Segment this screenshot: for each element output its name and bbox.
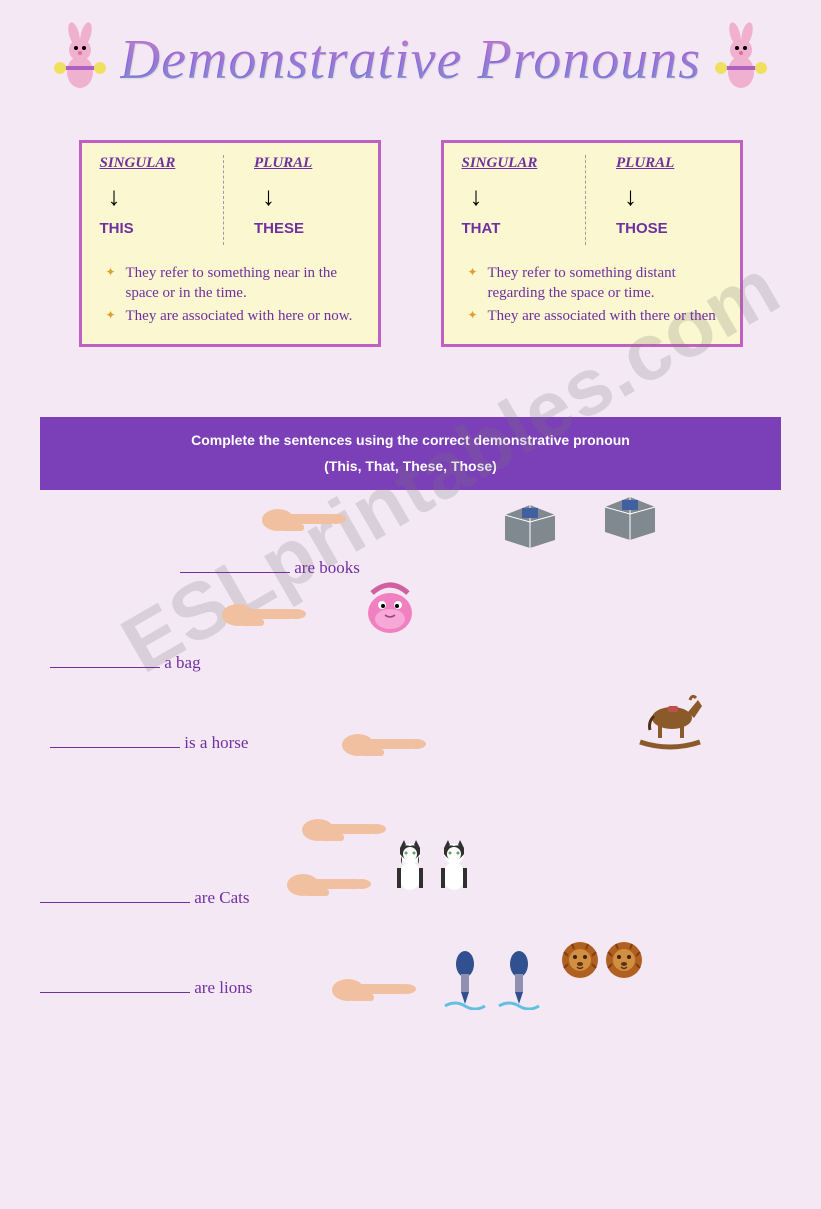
backpack-icon bbox=[360, 575, 420, 635]
pen-icon bbox=[494, 950, 544, 1010]
pointing-hand-icon bbox=[340, 725, 430, 761]
rocking-horse-icon bbox=[630, 690, 710, 750]
instruction-line1: Complete the sentences using the correct… bbox=[191, 432, 630, 448]
cat-icon bbox=[390, 840, 430, 890]
page-title: Demonstrative Pronouns bbox=[120, 28, 701, 92]
bullet: They refer to something distant regardin… bbox=[468, 263, 722, 304]
bunny-right-icon bbox=[711, 20, 771, 100]
arrow-down-icon: ↓ bbox=[262, 182, 360, 212]
box2-col1-word: THAT bbox=[462, 220, 568, 237]
lion-icon bbox=[560, 940, 600, 980]
exercise-row: a bag bbox=[40, 590, 781, 680]
blank-input[interactable] bbox=[50, 650, 160, 668]
box2-col1-head: SINGULAR bbox=[462, 155, 568, 172]
instruction-bar: Complete the sentences using the correct… bbox=[40, 417, 781, 490]
pointing-hand-icon bbox=[285, 865, 375, 901]
header: Demonstrative Pronouns bbox=[0, 0, 821, 110]
cat-icon bbox=[434, 840, 474, 890]
blank-input[interactable] bbox=[50, 730, 180, 748]
pen-icon bbox=[440, 950, 490, 1010]
box2-col2-head: PLURAL bbox=[616, 155, 722, 172]
book-icon bbox=[500, 500, 560, 550]
box2-col2-word: THOSE bbox=[616, 220, 722, 237]
bullet: They refer to something near in the spac… bbox=[106, 263, 360, 304]
box1-bullets: They refer to something near in the spac… bbox=[100, 263, 360, 326]
exercise-text: a bag bbox=[164, 653, 200, 672]
divider bbox=[585, 155, 586, 245]
box2-bullets: They refer to something distant regardin… bbox=[462, 263, 722, 326]
exercise-text: are books bbox=[294, 558, 360, 577]
grammar-boxes: SINGULAR ↓ THIS PLURAL ↓ THESE They refe… bbox=[0, 140, 821, 347]
pointing-hand-icon bbox=[260, 500, 350, 536]
grammar-box-that-those: SINGULAR ↓ THAT PLURAL ↓ THOSE They refe… bbox=[441, 140, 743, 347]
pointing-hand-icon bbox=[220, 595, 310, 631]
arrow-down-icon: ↓ bbox=[470, 182, 568, 212]
lion-icon bbox=[604, 940, 644, 980]
instruction-line2: (This, That, These, Those) bbox=[324, 458, 497, 474]
box1-col2-word: THESE bbox=[254, 220, 360, 237]
pointing-hand-icon bbox=[300, 810, 390, 846]
arrow-down-icon: ↓ bbox=[108, 182, 206, 212]
book-icon bbox=[600, 492, 660, 542]
exercise-row: is a horse bbox=[40, 690, 781, 790]
box1-col1-word: THIS bbox=[100, 220, 206, 237]
box1-col1-head: SINGULAR bbox=[100, 155, 206, 172]
bullet: They are associated with there or then bbox=[468, 306, 722, 326]
bullet: They are associated with here or now. bbox=[106, 306, 360, 326]
exercise-text: are Cats bbox=[194, 888, 249, 907]
bunny-left-icon bbox=[50, 20, 110, 100]
blank-input[interactable] bbox=[40, 885, 190, 903]
pointing-hand-icon bbox=[330, 970, 420, 1006]
exercise-text: is a horse bbox=[184, 733, 248, 752]
divider bbox=[223, 155, 224, 245]
exercise-row: are Cats bbox=[40, 810, 781, 930]
arrow-down-icon: ↓ bbox=[624, 182, 722, 212]
grammar-box-this-these: SINGULAR ↓ THIS PLURAL ↓ THESE They refe… bbox=[79, 140, 381, 347]
blank-input[interactable] bbox=[40, 975, 190, 993]
box1-col2-head: PLURAL bbox=[254, 155, 360, 172]
blank-input[interactable] bbox=[180, 555, 290, 573]
exercise-row: are lions bbox=[40, 940, 781, 1040]
exercises: are books a bag is a bbox=[0, 490, 821, 1040]
exercise-text: are lions bbox=[194, 978, 252, 997]
